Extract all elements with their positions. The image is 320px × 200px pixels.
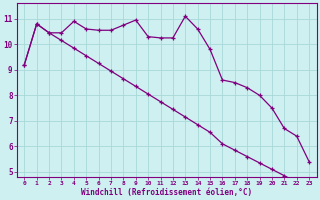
X-axis label: Windchill (Refroidissement éolien,°C): Windchill (Refroidissement éolien,°C): [81, 188, 252, 197]
